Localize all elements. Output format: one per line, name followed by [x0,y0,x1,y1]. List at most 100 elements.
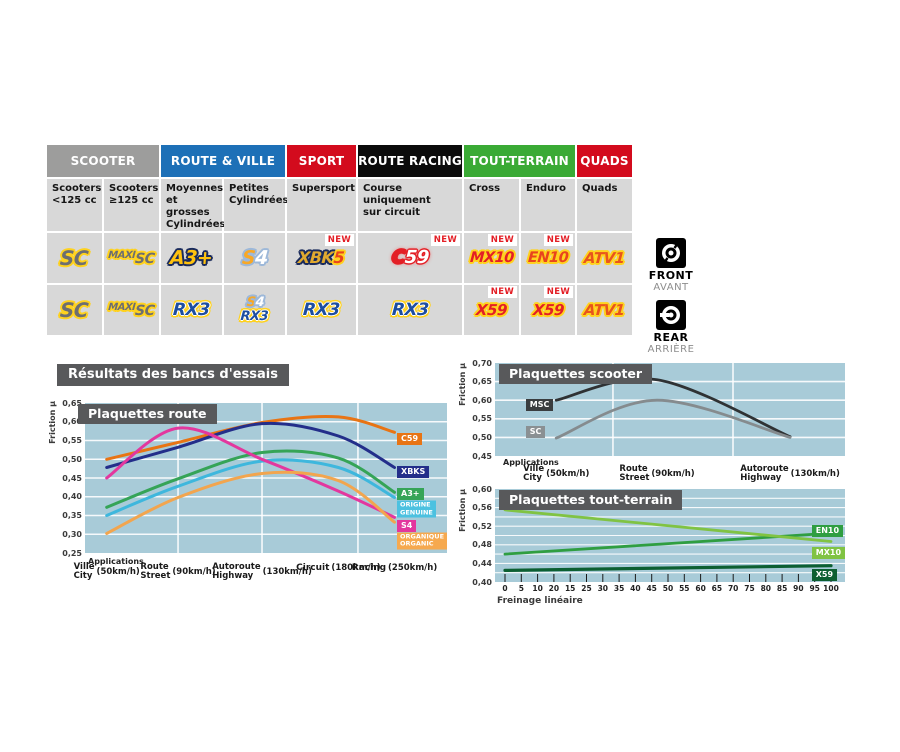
series-line-sc [554,398,792,440]
front-product-en10: NEW EN10 [521,233,575,283]
y-tick-label: 0,56 [472,503,492,513]
series-line-mx10 [503,508,833,543]
column-header-moyennes: Moyennes et grosses Cylindrées [161,179,225,231]
series-line-s4 [105,426,396,519]
front-product-atv1: ATV1 [577,233,632,283]
series-line-xbks [105,421,396,469]
x-tick-label: 50 [662,584,674,593]
x-tick-label: 70 [727,584,739,593]
new-badge: NEW [487,234,517,246]
column-header-scooters: Scooters ≥125 cc [104,179,159,231]
logo-text: 5 [333,248,346,267]
x-tick-label: 15 [564,584,576,593]
x-tick-label: 65 [711,584,723,593]
logo-text: C [390,247,406,268]
scooter-y-ticks: 0,70 0,65 0,60 0,55 0,50 0,45 [468,359,492,461]
logo-text: SC [134,303,156,319]
legend-a3-: A3+ [397,488,424,501]
x-category-route: Route Street (90km/h) [140,562,216,581]
terrain-y-axis-label: Friction µ [458,489,467,532]
logo-text: RX3 [239,309,269,324]
x-tick-label: 60 [695,584,706,593]
new-badge: NEW [430,234,460,246]
legend-en10: EN10 [811,524,844,537]
rear-product-x59: NEW X59 [521,285,575,335]
x-tick-label: 20 [548,584,560,593]
y-tick-label: 0,40 [472,577,492,587]
x-category-autoroute: Autoroute Highway (130km/h) [212,562,312,581]
y-tick-label: 0,45 [472,451,492,461]
column-header-quads: Quads [577,179,632,231]
logo-text: MAXI [108,250,136,261]
front-product-maxi-sc: MAXISC [104,233,159,283]
product-logo-en10: EN10 [527,249,569,266]
logo-text: S [240,246,256,269]
new-badge: NEW [324,234,354,246]
front-product-mx10: NEW MX10 [464,233,519,283]
series-line-origine-genuine [105,458,396,517]
y-tick-label: 0,50 [472,432,492,442]
front-product-c59: NEW C59 [358,233,462,283]
category-header-route-ville: ROUTE & VILLE [161,145,285,177]
y-tick-label: 0,65 [62,398,82,408]
rear-product-rx3: RX3 [287,285,356,335]
logo-text: SC [59,246,90,270]
x-tick-label: 25 [581,584,592,593]
x-tick-label: 35 [613,584,625,593]
route-y-ticks: 0,65 0,60 0,55 0,50 0,45 0,40 0,35 0,30 0,25 [58,399,82,558]
logo-text: RX3 [172,299,211,320]
x-category-ville: Ville City (50km/h) [523,464,590,483]
product-logo-rx3: RX3 [391,299,429,320]
x-tick-label: 85 [776,584,788,593]
y-tick-label: 0,70 [472,358,492,368]
y-tick-label: 0,48 [472,540,492,550]
logo-text: XBK [297,248,335,267]
legend-sc: SC [525,425,546,438]
logo-text: ATV1 [583,300,626,319]
legend-mx10: MX10 [811,547,846,560]
front-product-xbk5: NEW XBK5 [287,233,356,283]
legend-msc: MSC [525,398,554,411]
y-tick-label: 0,45 [62,473,82,483]
x-category-circuit: Circuit (180km/h) [296,563,381,573]
product-logo-s4: S4 [240,246,268,269]
legend-x59: X59 [811,569,838,582]
logo-text: EN10 [527,249,569,266]
logo-text: MX10 [469,249,514,266]
product-logo-x59: X59 [532,301,564,319]
front-sublabel: AVANT [653,282,689,293]
rear-label: REAR [653,331,689,344]
product-logo-c59: C59 [390,247,429,268]
logo-text: ATV1 [583,248,626,267]
terrain-x-axis-label: Freinage linéaire [497,596,583,606]
product-logo-rx3: RX3 [172,299,211,320]
y-tick-label: 0,40 [62,492,82,502]
rear-sublabel: ARRIÈRE [647,344,695,355]
product-logo-s4-rx3: S4 RX3 [239,295,270,324]
legend-s4: S4 [397,520,417,532]
logo-text: RX3 [391,299,429,320]
rear-product-s4-rx3: S4 RX3 [224,285,285,335]
x-tick-label: 5 [518,584,524,593]
scooter-x-categories: Ville City (50km/h) Route Street (90km/h) Auto… [495,465,845,487]
category-header-sport: SPORT [287,145,356,177]
y-tick-label: 0,50 [62,454,82,464]
logo-text: SC [59,298,90,322]
route-chart-plot: C59 XBKS A3+ ORIGINE GENUINE S4 ORGANIQUE ORGAN… [85,403,448,553]
logo-text: X59 [475,300,508,319]
scooter-chart-title: Plaquettes scooter [499,364,653,384]
rear-product-rx3: RX3 [161,285,222,335]
y-tick-label: 0,65 [472,377,492,387]
series-line-a3- [105,449,396,509]
rear-product-rx3: RX3 [358,285,462,335]
route-x-categories: Ville City (50km/h) Route Street (90km/h) Auto… [74,562,447,585]
column-header-petites: Petites Cylindrées [224,179,288,231]
x-tick-label: 40 [630,584,641,593]
legend-c59: C59 [397,433,423,445]
column-header-course: Course uniquement sur circuit [358,179,462,231]
x-tick-label: 30 [597,584,609,593]
category-header-route-racing: ROUTE RACING [358,145,462,177]
y-tick-label: 0,30 [62,529,82,539]
route-y-axis-label: Friction µ [48,401,57,444]
